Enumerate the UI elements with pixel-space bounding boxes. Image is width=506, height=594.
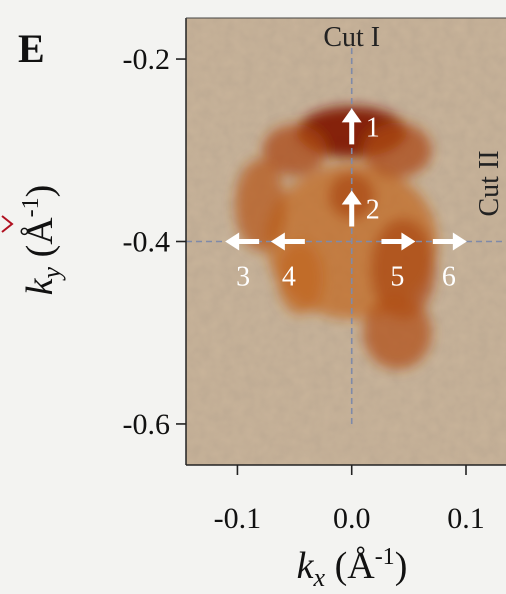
y-tick-label--0.6: -0.6 (123, 408, 171, 441)
y-tick-label--0.2: -0.2 (123, 43, 171, 76)
panel-label: E (18, 26, 45, 71)
x-tick-label-0.1: 0.1 (447, 502, 485, 535)
y-axis-label: ky (Å-1) (18, 185, 66, 296)
arrow-6-shape (432, 232, 467, 251)
y-axis-label-sup: -1 (18, 197, 44, 217)
intensity-map: 1 2 3 4 5 6 (186, 18, 506, 465)
y-axis-label-unit: (Å (19, 217, 61, 267)
x-axis-label-sup: -1 (375, 544, 395, 570)
arrow-1-shape (341, 108, 362, 145)
y-tick-label--0.4: -0.4 (123, 226, 171, 259)
arrow-3-label: 3 (236, 262, 250, 293)
x-axis-label-sub: x (313, 563, 326, 592)
intensity-feature-8 (363, 296, 432, 370)
x-tick-label--0.1: -0.1 (214, 502, 262, 535)
x-axis-label-unit: (Å (325, 545, 375, 587)
arrow-4: 4 (270, 232, 305, 293)
y-axis-label-close: ) (19, 185, 61, 198)
intensity-feature-9 (277, 241, 324, 315)
margin-arrow-marker (1, 215, 14, 233)
arrow-2: 2 (341, 190, 380, 227)
arrow-4-shape (270, 232, 305, 251)
arrow-6: 6 (432, 232, 467, 293)
intensity-feature-3 (262, 124, 327, 176)
arrow-4-label: 4 (282, 262, 296, 293)
arrow-2-label: 2 (366, 194, 380, 225)
intensity-feature-4 (363, 122, 432, 178)
x-axis-label: kx (Å-1) (297, 544, 408, 592)
intensity-feature-5 (235, 159, 286, 251)
arrow-3-shape (225, 232, 260, 251)
x-axis-label-main: k (297, 545, 315, 587)
arrow-3: 3 (225, 232, 260, 293)
cut-ii-label: Cut II (474, 150, 505, 216)
arrow-2-shape (341, 190, 362, 227)
y-axis-label-sub: y (37, 266, 66, 281)
arrow-5-label: 5 (390, 262, 404, 293)
cut-i-label: Cut I (323, 22, 380, 53)
arrow-1-label: 1 (366, 112, 380, 143)
arrow-5-shape (381, 232, 416, 251)
arrow-6-label: 6 (442, 262, 456, 293)
arrow-5: 5 (381, 232, 416, 293)
x-axis-label-close: ) (395, 545, 408, 587)
arrow-1: 1 (341, 108, 380, 145)
y-axis-label-main: k (19, 277, 61, 295)
x-tick-label-0.0: 0.0 (333, 502, 371, 535)
